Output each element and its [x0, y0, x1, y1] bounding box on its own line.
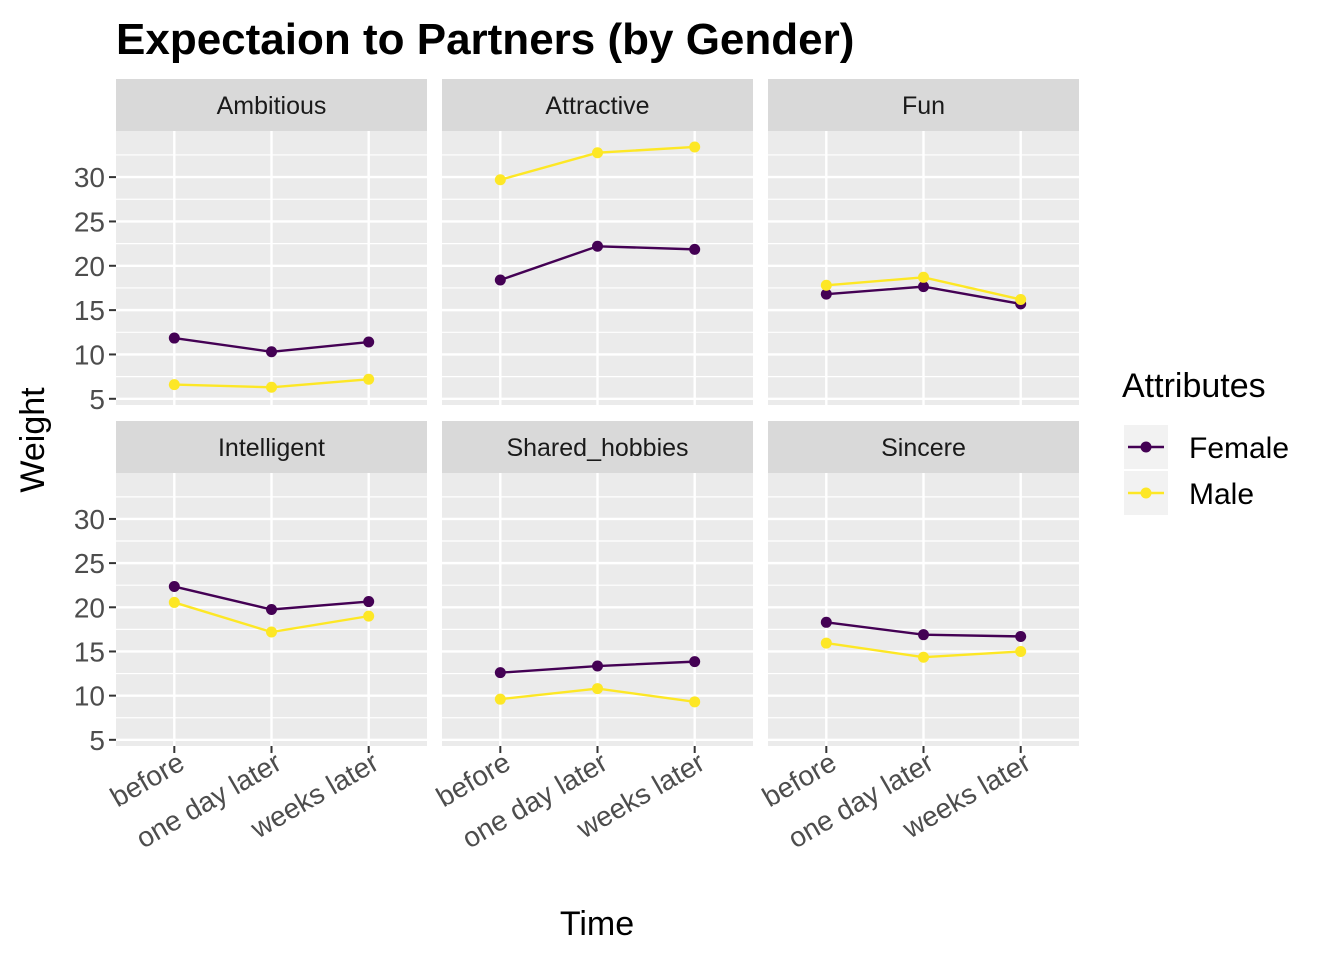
- y-tick-label: 20: [74, 592, 105, 623]
- data-point-female: [266, 346, 277, 358]
- data-point-female: [918, 281, 929, 293]
- data-point-female: [363, 336, 375, 348]
- data-point-female: [1015, 630, 1027, 642]
- y-tick-label: 25: [74, 548, 105, 579]
- legend-entry-male: Male: [1124, 471, 1254, 515]
- legend-title: Attributes: [1122, 367, 1266, 405]
- facet-shared-hobbies: Shared_hobbies: [442, 421, 753, 746]
- data-point-male: [689, 696, 701, 708]
- y-tick-label: 30: [74, 504, 105, 535]
- data-point-male: [820, 637, 832, 649]
- facet-intelligent: Intelligent: [116, 421, 427, 746]
- y-tick-label: 20: [74, 251, 105, 282]
- data-point-male: [363, 610, 375, 622]
- data-point-female: [689, 243, 701, 255]
- facet-strip: [768, 421, 1079, 473]
- data-point-male: [363, 373, 375, 385]
- facet-strip-label: Attractive: [545, 92, 649, 120]
- legend-entry-female: Female: [1124, 425, 1289, 469]
- data-point-female: [820, 616, 832, 628]
- data-point-male: [1015, 293, 1027, 305]
- data-point-male: [820, 279, 832, 291]
- data-point-male: [689, 141, 701, 153]
- facet-ambitious: Ambitious: [116, 79, 427, 405]
- y-axes: 5 10 15 20 25 30 5 10 15 20 25 30: [74, 162, 116, 756]
- data-point-male: [592, 683, 603, 695]
- y-tick-label: 15: [74, 295, 105, 326]
- facet-strip: [116, 79, 427, 131]
- facet-strip: [116, 421, 427, 473]
- facet-strip: [768, 79, 1079, 131]
- chart-title: Expectaion to Partners (by Gender): [116, 15, 854, 64]
- legend-key-point: [1140, 441, 1152, 453]
- data-point-male: [494, 693, 506, 705]
- y-tick-label: 10: [74, 681, 105, 712]
- data-point-male: [168, 379, 180, 391]
- facet-strip-label: Shared_hobbies: [506, 434, 688, 462]
- facet-strip-label: Fun: [902, 92, 945, 120]
- facet-fun: Fun: [768, 79, 1079, 405]
- legend-label: Female: [1189, 432, 1289, 465]
- y-tick-label: 15: [74, 636, 105, 667]
- facet-panels: Ambitious Attractive Fun Intelligent Shared_…: [116, 79, 1079, 746]
- data-point-female: [820, 288, 832, 300]
- x-axis-title: Time: [560, 905, 634, 943]
- data-point-female: [363, 596, 375, 608]
- data-point-female: [592, 240, 603, 252]
- data-point-female: [168, 332, 180, 344]
- facet-strip-label: Intelligent: [218, 434, 325, 462]
- y-tick-label: 30: [74, 162, 105, 193]
- facet-strip: [442, 79, 753, 131]
- y-tick-label: 10: [74, 339, 105, 370]
- data-point-female: [494, 667, 506, 679]
- data-point-female: [918, 629, 929, 641]
- facet-strip: [442, 421, 753, 473]
- y-tick-label: 25: [74, 206, 105, 237]
- legend-label: Male: [1189, 478, 1254, 511]
- data-point-male: [168, 596, 180, 608]
- data-point-male: [1015, 645, 1027, 657]
- facet-sincere: Sincere: [768, 421, 1079, 746]
- data-point-female: [168, 581, 180, 593]
- data-point-male: [918, 651, 929, 663]
- data-point-female: [592, 660, 603, 672]
- facet-strip-label: Ambitious: [217, 92, 327, 120]
- data-point-male: [266, 381, 277, 393]
- data-point-male: [266, 626, 277, 638]
- y-tick-label: 5: [89, 725, 105, 756]
- y-axis-title: Weight: [14, 387, 52, 493]
- data-point-male: [494, 174, 506, 186]
- facet-attractive: Attractive: [442, 79, 753, 405]
- legend: Attributes Female Male: [1122, 367, 1289, 515]
- y-tick-label: 5: [89, 384, 105, 415]
- data-point-female: [266, 604, 277, 615]
- data-point-male: [592, 147, 603, 159]
- legend-key-point: [1140, 487, 1152, 499]
- data-point-female: [494, 274, 506, 286]
- data-point-male: [918, 271, 929, 283]
- facet-strip-label: Sincere: [881, 434, 966, 462]
- data-point-female: [689, 656, 701, 668]
